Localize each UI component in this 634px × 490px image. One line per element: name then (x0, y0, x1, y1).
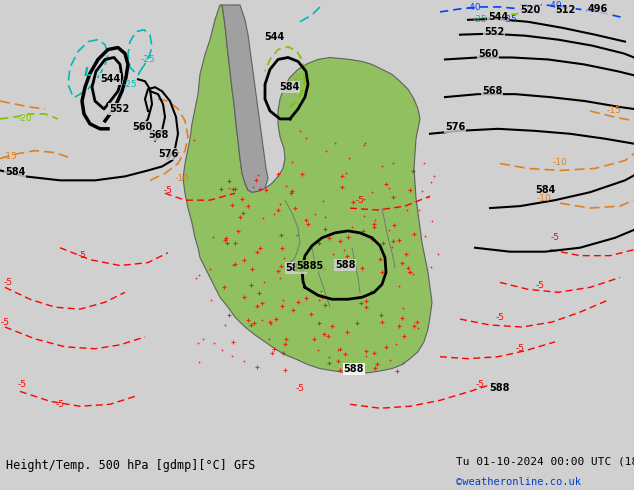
Text: -25: -25 (473, 15, 488, 24)
Text: 560: 560 (478, 49, 498, 59)
Text: 588: 588 (335, 260, 355, 270)
Text: 512: 512 (555, 5, 575, 15)
Text: -5: -5 (515, 344, 524, 353)
Text: -5: -5 (550, 233, 559, 243)
Text: -5: -5 (476, 380, 484, 389)
Polygon shape (183, 5, 432, 373)
Text: 568: 568 (148, 130, 168, 140)
Text: -40: -40 (548, 1, 562, 10)
Text: 544: 544 (488, 12, 508, 22)
Text: -20: -20 (290, 73, 306, 82)
Text: 584: 584 (279, 82, 299, 92)
Text: 576: 576 (158, 148, 178, 159)
Text: -5: -5 (536, 281, 545, 290)
Text: ©weatheronline.co.uk: ©weatheronline.co.uk (456, 477, 581, 487)
Text: -10: -10 (553, 158, 567, 167)
Text: 496: 496 (588, 4, 608, 14)
Text: 520: 520 (520, 5, 540, 15)
Text: 588: 588 (489, 384, 510, 393)
Text: -10: -10 (536, 194, 552, 203)
Text: 588: 588 (286, 263, 306, 272)
Polygon shape (222, 5, 268, 192)
Text: 552: 552 (484, 27, 504, 37)
Text: 584: 584 (535, 185, 555, 195)
Text: -25: -25 (123, 80, 138, 89)
Text: 568: 568 (482, 86, 502, 96)
Text: -5: -5 (496, 313, 505, 321)
Text: 552: 552 (109, 104, 129, 114)
Text: Tu 01-10-2024 00:00 UTC (18+174): Tu 01-10-2024 00:00 UTC (18+174) (456, 456, 634, 466)
Text: -5: -5 (56, 400, 65, 409)
Text: 576: 576 (445, 122, 465, 132)
Text: 5885: 5885 (296, 261, 323, 270)
Text: Height/Temp. 500 hPa [gdmp][°C] GFS: Height/Temp. 500 hPa [gdmp][°C] GFS (6, 459, 256, 472)
Text: 560: 560 (132, 122, 152, 132)
Text: 544: 544 (100, 74, 120, 84)
Text: -5: -5 (4, 278, 13, 287)
Text: 584: 584 (5, 168, 25, 177)
Text: -35: -35 (503, 15, 517, 24)
Text: -5: -5 (164, 186, 172, 195)
Text: -20: -20 (18, 114, 32, 123)
Text: -5: -5 (1, 318, 10, 326)
Text: 588: 588 (344, 364, 365, 373)
Text: L: L (84, 66, 92, 79)
Text: -5: -5 (295, 384, 304, 393)
Text: -5: -5 (356, 196, 365, 205)
Text: -15: -15 (3, 152, 17, 161)
Text: -40: -40 (467, 3, 481, 12)
Text: -5: -5 (18, 380, 27, 389)
Text: -10: -10 (174, 174, 190, 183)
Text: -5: -5 (77, 251, 86, 260)
Text: 544: 544 (264, 32, 284, 42)
Text: -25: -25 (141, 55, 155, 64)
Text: -15: -15 (607, 106, 621, 116)
